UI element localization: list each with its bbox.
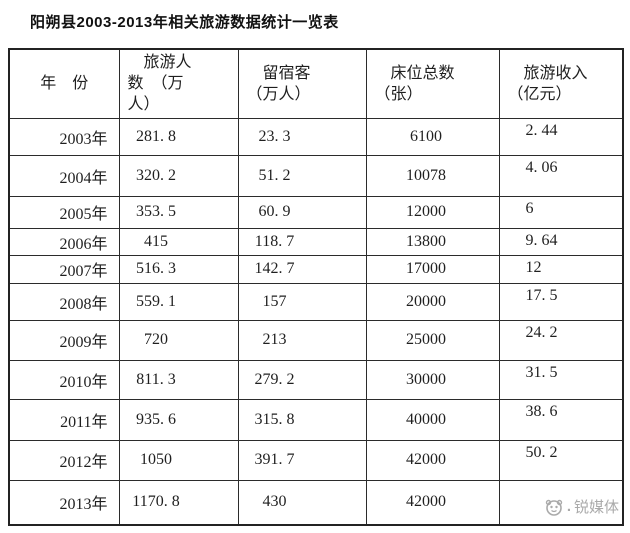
cell-overnight-guests: 315. 8 bbox=[237, 398, 367, 441]
table-row: 2006年 415 118. 7 13800 9. 64 bbox=[8, 227, 624, 256]
cell-total-beds: 42000 bbox=[365, 479, 500, 526]
cell-tourism-revenue: 31. 5 bbox=[498, 359, 624, 400]
cell-tourism-revenue: 24. 2 bbox=[498, 319, 624, 361]
cell-tourists: 1170. 8 bbox=[118, 479, 239, 526]
cell-overnight-guests: 142. 7 bbox=[237, 254, 367, 284]
cell-total-beds: 6100 bbox=[365, 117, 500, 156]
cell-year: 2013年 bbox=[8, 479, 120, 526]
cell-tourism-revenue: 17. 5 bbox=[498, 282, 624, 321]
cell-overnight-guests: 391. 7 bbox=[237, 439, 367, 481]
table-row: 2007年 516. 3 142. 7 17000 12 bbox=[8, 254, 624, 284]
watermark-dot: . bbox=[566, 498, 571, 515]
cell-year: 2005年 bbox=[8, 195, 120, 229]
cell-overnight-guests: 157 bbox=[237, 282, 367, 321]
cell-total-beds: 42000 bbox=[365, 439, 500, 481]
cell-year: 2003年 bbox=[8, 117, 120, 156]
cell-total-beds: 20000 bbox=[365, 282, 500, 321]
cell-tourism-revenue: 6 bbox=[498, 195, 624, 229]
tourism-data-table: 年 份 旅游人 数 （万 人） 留宿客 （万人） 床位总数 （张） 旅游收入 （… bbox=[8, 48, 624, 526]
cell-overnight-guests: 51. 2 bbox=[237, 154, 367, 197]
table-row: 2008年 559. 1 157 20000 17. 5 bbox=[8, 282, 624, 321]
watermark: . 锐媒体 bbox=[544, 496, 619, 517]
cell-overnight-guests: 279. 2 bbox=[237, 359, 367, 400]
cell-tourism-revenue: 38. 6 bbox=[498, 398, 624, 441]
cell-tourists: 811. 3 bbox=[118, 359, 239, 400]
media-logo-icon bbox=[545, 499, 563, 516]
header-tourists: 旅游人 数 （万 人） bbox=[118, 48, 239, 119]
cell-tourists: 415 bbox=[118, 227, 239, 256]
cell-year: 2008年 bbox=[8, 282, 120, 321]
cell-tourism-revenue: 12 bbox=[498, 254, 624, 284]
cell-tourists: 559. 1 bbox=[118, 282, 239, 321]
cell-total-beds: 30000 bbox=[365, 359, 500, 400]
cell-year: 2012年 bbox=[8, 439, 120, 481]
cell-tourists: 281. 8 bbox=[118, 117, 239, 156]
header-total-beds: 床位总数 （张） bbox=[365, 48, 500, 119]
cell-tourists: 516. 3 bbox=[118, 254, 239, 284]
table-row: 2011年 935. 6 315. 8 40000 38. 6 bbox=[8, 398, 624, 441]
table-row: 2010年 811. 3 279. 2 30000 31. 5 bbox=[8, 359, 624, 400]
header-overnight-guests: 留宿客 （万人） bbox=[237, 48, 367, 119]
cell-total-beds: 12000 bbox=[365, 195, 500, 229]
table-row: 2012年 1050 391. 7 42000 50. 2 bbox=[8, 439, 624, 481]
cell-overnight-guests: 60. 9 bbox=[237, 195, 367, 229]
cell-tourists: 720 bbox=[118, 319, 239, 361]
cell-total-beds: 25000 bbox=[365, 319, 500, 361]
cell-tourism-revenue bbox=[498, 479, 624, 526]
cell-overnight-guests: 213 bbox=[237, 319, 367, 361]
table-row: 2003年 281. 8 23. 3 6100 2. 44 bbox=[8, 117, 624, 156]
cell-year: 2010年 bbox=[8, 359, 120, 400]
cell-year: 2004年 bbox=[8, 154, 120, 197]
cell-tourists: 353. 5 bbox=[118, 195, 239, 229]
cell-year: 2006年 bbox=[8, 227, 120, 256]
cell-total-beds: 13800 bbox=[365, 227, 500, 256]
header-year: 年 份 bbox=[8, 48, 120, 119]
cell-total-beds: 10078 bbox=[365, 154, 500, 197]
cell-year: 2011年 bbox=[8, 398, 120, 441]
cell-tourists: 320. 2 bbox=[118, 154, 239, 197]
cell-total-beds: 17000 bbox=[365, 254, 500, 284]
header-tourism-revenue: 旅游收入 （亿元） bbox=[498, 48, 624, 119]
cell-overnight-guests: 118. 7 bbox=[237, 227, 367, 256]
cell-tourism-revenue: 9. 64 bbox=[498, 227, 624, 256]
cell-tourism-revenue: 50. 2 bbox=[498, 439, 624, 481]
cell-tourism-revenue: 4. 06 bbox=[498, 154, 624, 197]
cell-tourism-revenue: 2. 44 bbox=[498, 117, 624, 156]
cell-total-beds: 40000 bbox=[365, 398, 500, 441]
cell-overnight-guests: 430 bbox=[237, 479, 367, 526]
page-title: 阳朔县2003-2013年相关旅游数据统计一览表 bbox=[30, 14, 339, 31]
table-row: 2013年 1170. 8 430 42000 bbox=[8, 479, 624, 526]
cell-year: 2009年 bbox=[8, 319, 120, 361]
table-row: 2004年 320. 2 51. 2 10078 4. 06 bbox=[8, 154, 624, 197]
cell-year: 2007年 bbox=[8, 254, 120, 284]
cell-tourists: 1050 bbox=[118, 439, 239, 481]
header-row: 年 份 旅游人 数 （万 人） 留宿客 （万人） 床位总数 （张） 旅游收入 （… bbox=[8, 48, 624, 119]
table-row: 2009年 720 213 25000 24. 2 bbox=[8, 319, 624, 361]
table-row: 2005年 353. 5 60. 9 12000 6 bbox=[8, 195, 624, 229]
cell-overnight-guests: 23. 3 bbox=[237, 117, 367, 156]
cell-tourists: 935. 6 bbox=[118, 398, 239, 441]
watermark-text: 锐媒体 bbox=[573, 499, 619, 516]
